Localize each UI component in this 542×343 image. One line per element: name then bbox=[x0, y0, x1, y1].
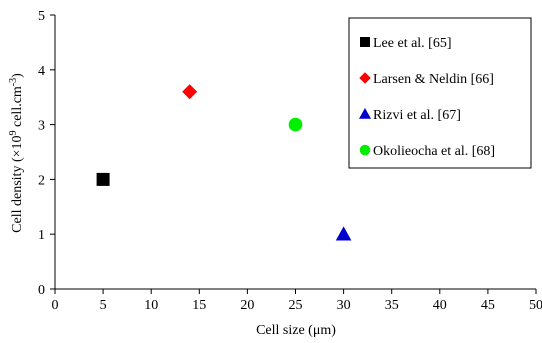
legend: Lee et al. [65] Larsen & Neldin [66] Rizvi… bbox=[348, 17, 532, 169]
x-tick-label: 30 bbox=[337, 298, 351, 313]
y-tick-label: 3 bbox=[38, 119, 45, 134]
legend-label: Larsen & Neldin [66] bbox=[373, 72, 494, 87]
y-tick-label: 4 bbox=[38, 64, 45, 79]
legend-marker-diamond bbox=[359, 72, 371, 84]
x-axis-ticks: 0 5 10 15 20 25 30 35 40 45 50 bbox=[52, 289, 542, 313]
y-tick-label: 2 bbox=[38, 173, 45, 188]
x-axis-label: Cell size (μm) bbox=[256, 323, 336, 338]
y-tick-label: 0 bbox=[38, 283, 45, 298]
x-tick-label: 10 bbox=[144, 298, 158, 313]
legend-box bbox=[348, 17, 532, 169]
y-tick-label: 1 bbox=[38, 228, 45, 243]
legend-label: Lee et al. [65] bbox=[373, 36, 452, 51]
y-axis-ticks: 0 1 2 3 4 5 bbox=[38, 9, 55, 298]
legend-label: Okolieocha et al. [68] bbox=[373, 144, 495, 159]
y-tick-label: 5 bbox=[38, 9, 45, 24]
x-tick-label: 15 bbox=[192, 298, 206, 313]
x-tick-label: 0 bbox=[52, 298, 59, 313]
data-point-triangle bbox=[335, 226, 352, 241]
data-point-diamond bbox=[182, 84, 198, 100]
data-point-square bbox=[96, 172, 110, 186]
data-point-circle bbox=[288, 117, 303, 132]
x-tick-label: 35 bbox=[385, 298, 399, 313]
x-tick-label: 20 bbox=[240, 298, 254, 313]
x-tick-label: 45 bbox=[481, 298, 495, 313]
x-tick-label: 40 bbox=[433, 298, 447, 313]
data-points bbox=[96, 84, 352, 241]
legend-label: Rizvi et al. [67] bbox=[373, 108, 461, 123]
legend-marker-circle bbox=[359, 144, 371, 156]
y-axis-label: Cell density (×109 cell.cm-3) bbox=[8, 73, 25, 233]
legend-marker-triangle bbox=[359, 108, 371, 119]
x-tick-label: 25 bbox=[289, 298, 303, 313]
x-tick-label: 50 bbox=[529, 298, 542, 313]
x-tick-label: 5 bbox=[100, 298, 107, 313]
legend-marker-square bbox=[360, 37, 370, 47]
